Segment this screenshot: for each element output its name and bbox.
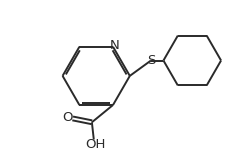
Text: OH: OH: [85, 138, 105, 151]
Text: S: S: [146, 54, 154, 67]
Text: N: N: [110, 39, 119, 52]
Text: O: O: [62, 111, 73, 124]
